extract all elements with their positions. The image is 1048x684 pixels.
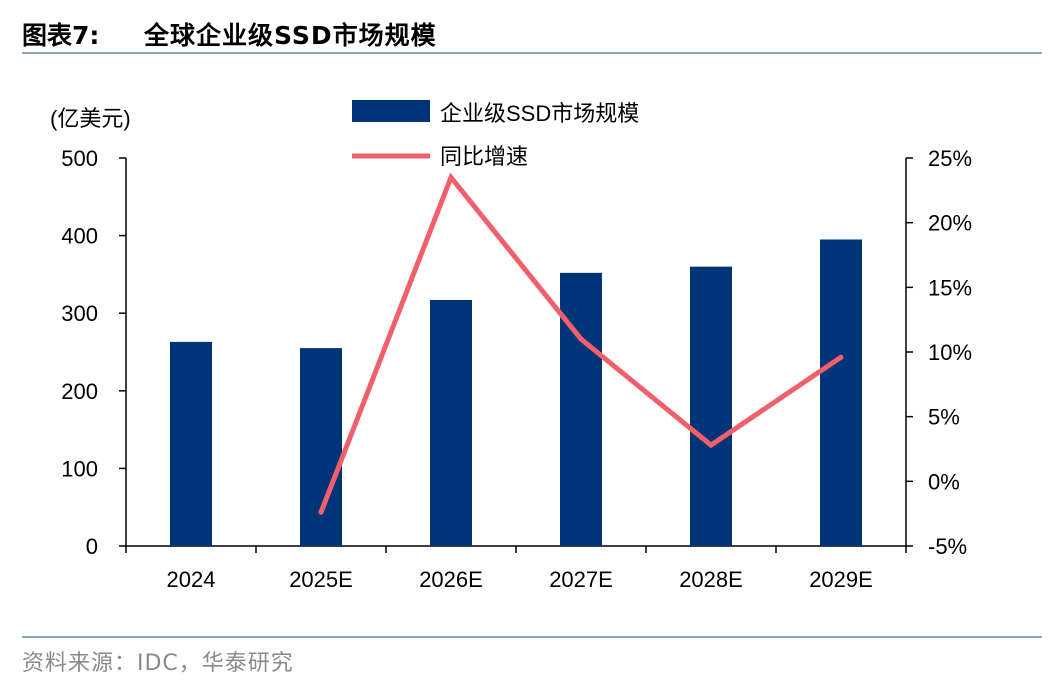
y-right-tick-label: -5% xyxy=(928,534,967,559)
figure-label: 图表7: xyxy=(22,21,100,50)
bar xyxy=(430,300,472,546)
bar xyxy=(690,266,732,546)
x-tick-label: 2026E xyxy=(419,567,483,592)
y-right-tick-label: 5% xyxy=(928,405,960,430)
y-axis-label: (亿美元) xyxy=(50,106,131,131)
growth-point xyxy=(708,442,714,448)
bar xyxy=(170,341,212,546)
source-note: 资料来源：IDC，华泰研究 xyxy=(22,651,294,676)
growth-point xyxy=(578,336,584,342)
growth-point xyxy=(838,354,844,360)
y-left-tick-label: 400 xyxy=(61,224,98,249)
bar xyxy=(300,348,342,546)
legend-bar-swatch xyxy=(352,100,430,122)
y-right-tick-label: 0% xyxy=(928,469,960,494)
figure-title: 全球企业级SSD市场规模 xyxy=(144,21,437,50)
y-right-tick-label: 15% xyxy=(928,275,972,300)
axes: 0 100 200 300 400 500 -5% 0% 5% 10% 15% 20% 25% 2024 2… xyxy=(61,146,972,592)
x-tick-label: 2025E xyxy=(289,567,353,592)
x-tick-label: 2024 xyxy=(167,567,216,592)
y-right-tick-label: 25% xyxy=(928,146,972,171)
y-left-tick-label: 300 xyxy=(61,301,98,326)
y-left-tick-label: 0 xyxy=(86,534,98,559)
bar-series xyxy=(170,239,862,547)
legend-bar-label: 企业级SSD市场规模 xyxy=(440,101,639,126)
growth-point xyxy=(318,509,324,515)
bar xyxy=(560,272,602,546)
figure-header: 图表7: 全球企业级SSD市场规模 xyxy=(22,14,1022,54)
x-tick-label: 2028E xyxy=(679,567,743,592)
y-left-tick-label: 200 xyxy=(61,379,98,404)
y-left-tick-label: 100 xyxy=(61,456,98,481)
bar xyxy=(820,239,862,547)
x-tick-label: 2029E xyxy=(809,567,873,592)
legend-line-label: 同比增速 xyxy=(440,144,528,169)
y-right-tick-label: 10% xyxy=(928,340,972,365)
y-left-tick-label: 500 xyxy=(61,146,98,171)
top-rule xyxy=(22,52,1042,54)
y-right-tick-label: 20% xyxy=(928,211,972,236)
line-series xyxy=(318,172,844,515)
x-tick-label: 2027E xyxy=(549,567,613,592)
bottom-rule xyxy=(22,636,1042,638)
growth-point xyxy=(448,174,454,180)
